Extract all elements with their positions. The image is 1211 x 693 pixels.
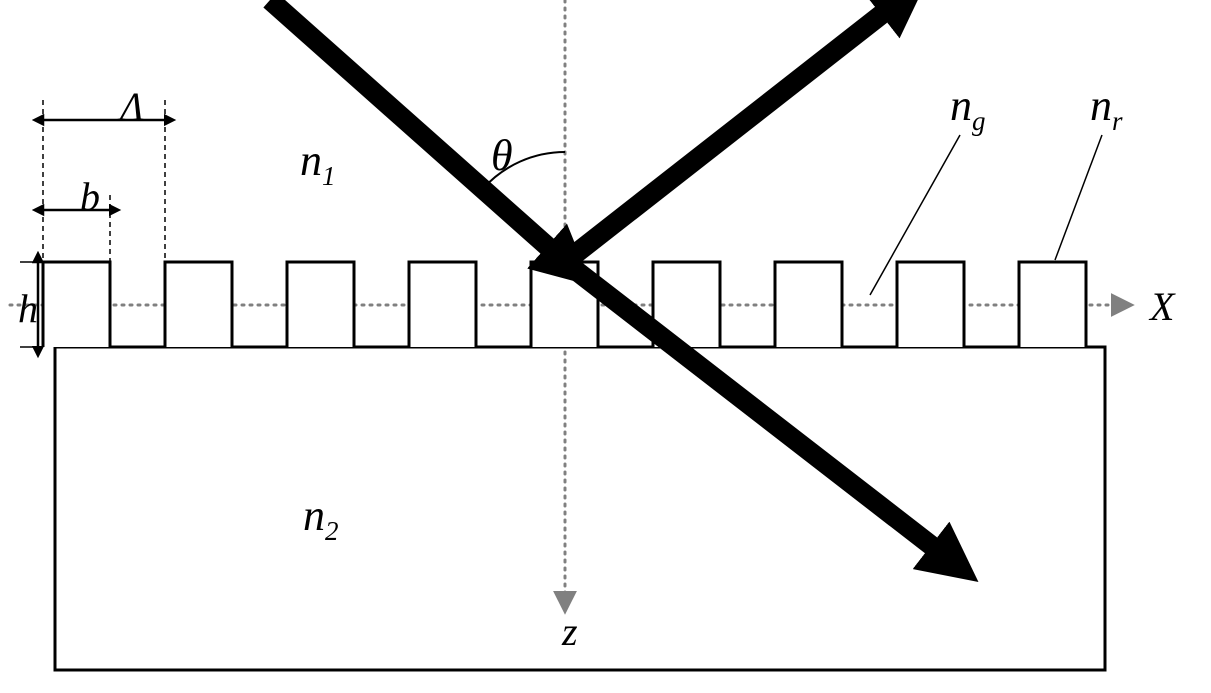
grating-ridge (409, 262, 476, 347)
grating-ridge (775, 262, 842, 347)
grating-ridge (897, 262, 964, 347)
leader-nr (1055, 135, 1102, 260)
label-width_b: b (80, 174, 100, 219)
label-n1: n1 (300, 136, 336, 191)
transmitted-ray (565, 262, 950, 560)
label-height_h: h (18, 286, 38, 331)
label-n2: n2 (303, 491, 339, 546)
grating-ridge (43, 262, 110, 347)
optics-grating-diagram: Λb h n1 n2 ng nr θ Xz (0, 0, 1211, 693)
label-ng: ng (950, 81, 986, 136)
grating-ridge (165, 262, 232, 347)
label-theta: θ (491, 131, 513, 180)
label-nr: nr (1090, 81, 1123, 136)
reflected-ray (565, 0, 900, 262)
label-x_axis: X (1148, 284, 1176, 329)
light-rays (270, 0, 950, 560)
grating-ridges (43, 262, 1086, 347)
text-labels: Λb h n1 n2 ng nr θ Xz (18, 81, 1176, 654)
label-z_axis: z (561, 609, 578, 654)
substrate-region (55, 347, 1105, 670)
incident-ray (270, 0, 565, 262)
substrate-rect (55, 347, 1105, 670)
grating-ridge (287, 262, 354, 347)
grating-ridge (1019, 262, 1086, 347)
label-period: Λ (116, 84, 144, 129)
